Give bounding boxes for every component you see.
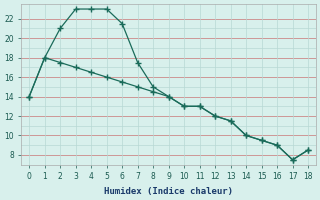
X-axis label: Humidex (Indice chaleur): Humidex (Indice chaleur) <box>104 187 233 196</box>
